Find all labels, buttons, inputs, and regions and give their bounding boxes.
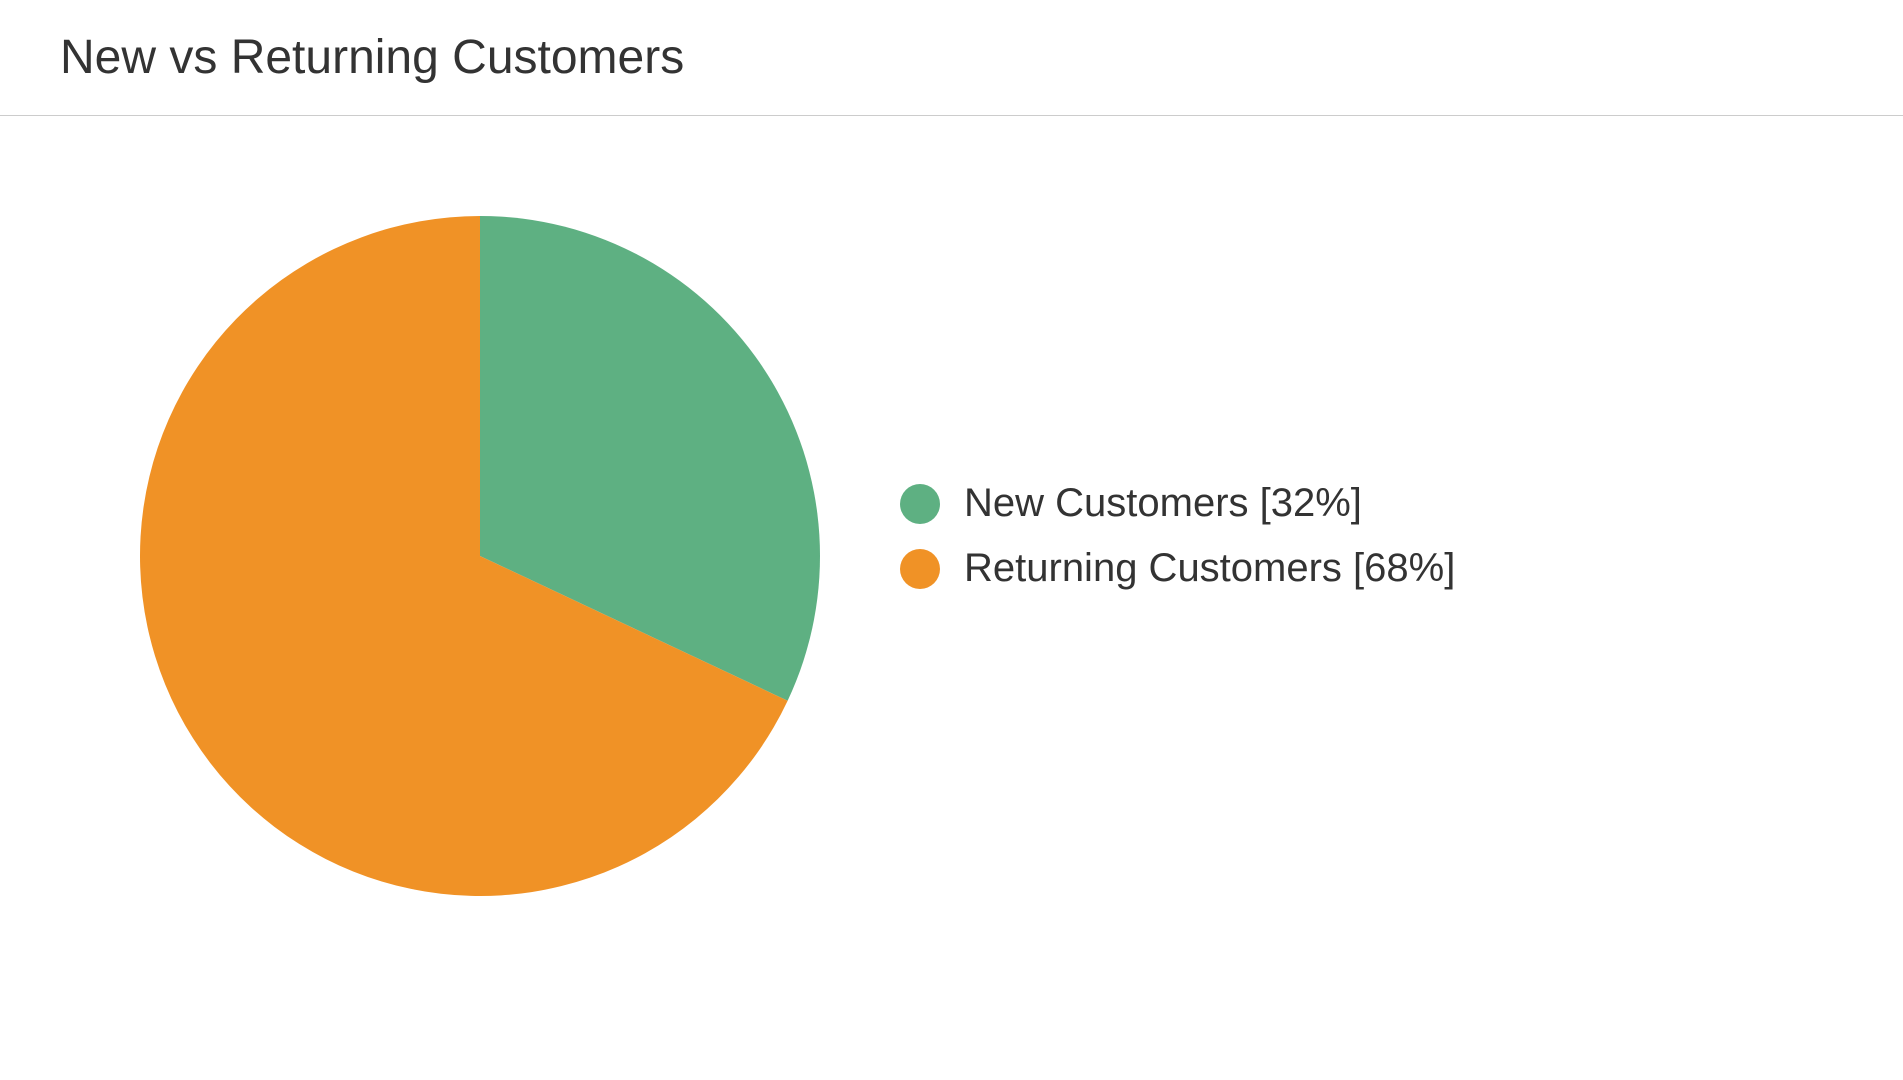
legend-swatch-returning xyxy=(900,549,940,589)
chart-title: New vs Returning Customers xyxy=(0,0,1903,115)
legend-label-returning: Returning Customers [68%] xyxy=(964,546,1455,591)
legend-item-new: New Customers [32%] xyxy=(900,481,1455,526)
pie-svg xyxy=(140,216,820,896)
chart-body: New Customers [32%] Returning Customers … xyxy=(0,116,1903,896)
legend-item-returning: Returning Customers [68%] xyxy=(900,546,1455,591)
legend-swatch-new xyxy=(900,484,940,524)
pie-chart xyxy=(140,216,820,896)
legend-label-new: New Customers [32%] xyxy=(964,481,1362,526)
chart-container: New vs Returning Customers New Customers… xyxy=(0,0,1903,1080)
legend: New Customers [32%] Returning Customers … xyxy=(900,481,1455,591)
